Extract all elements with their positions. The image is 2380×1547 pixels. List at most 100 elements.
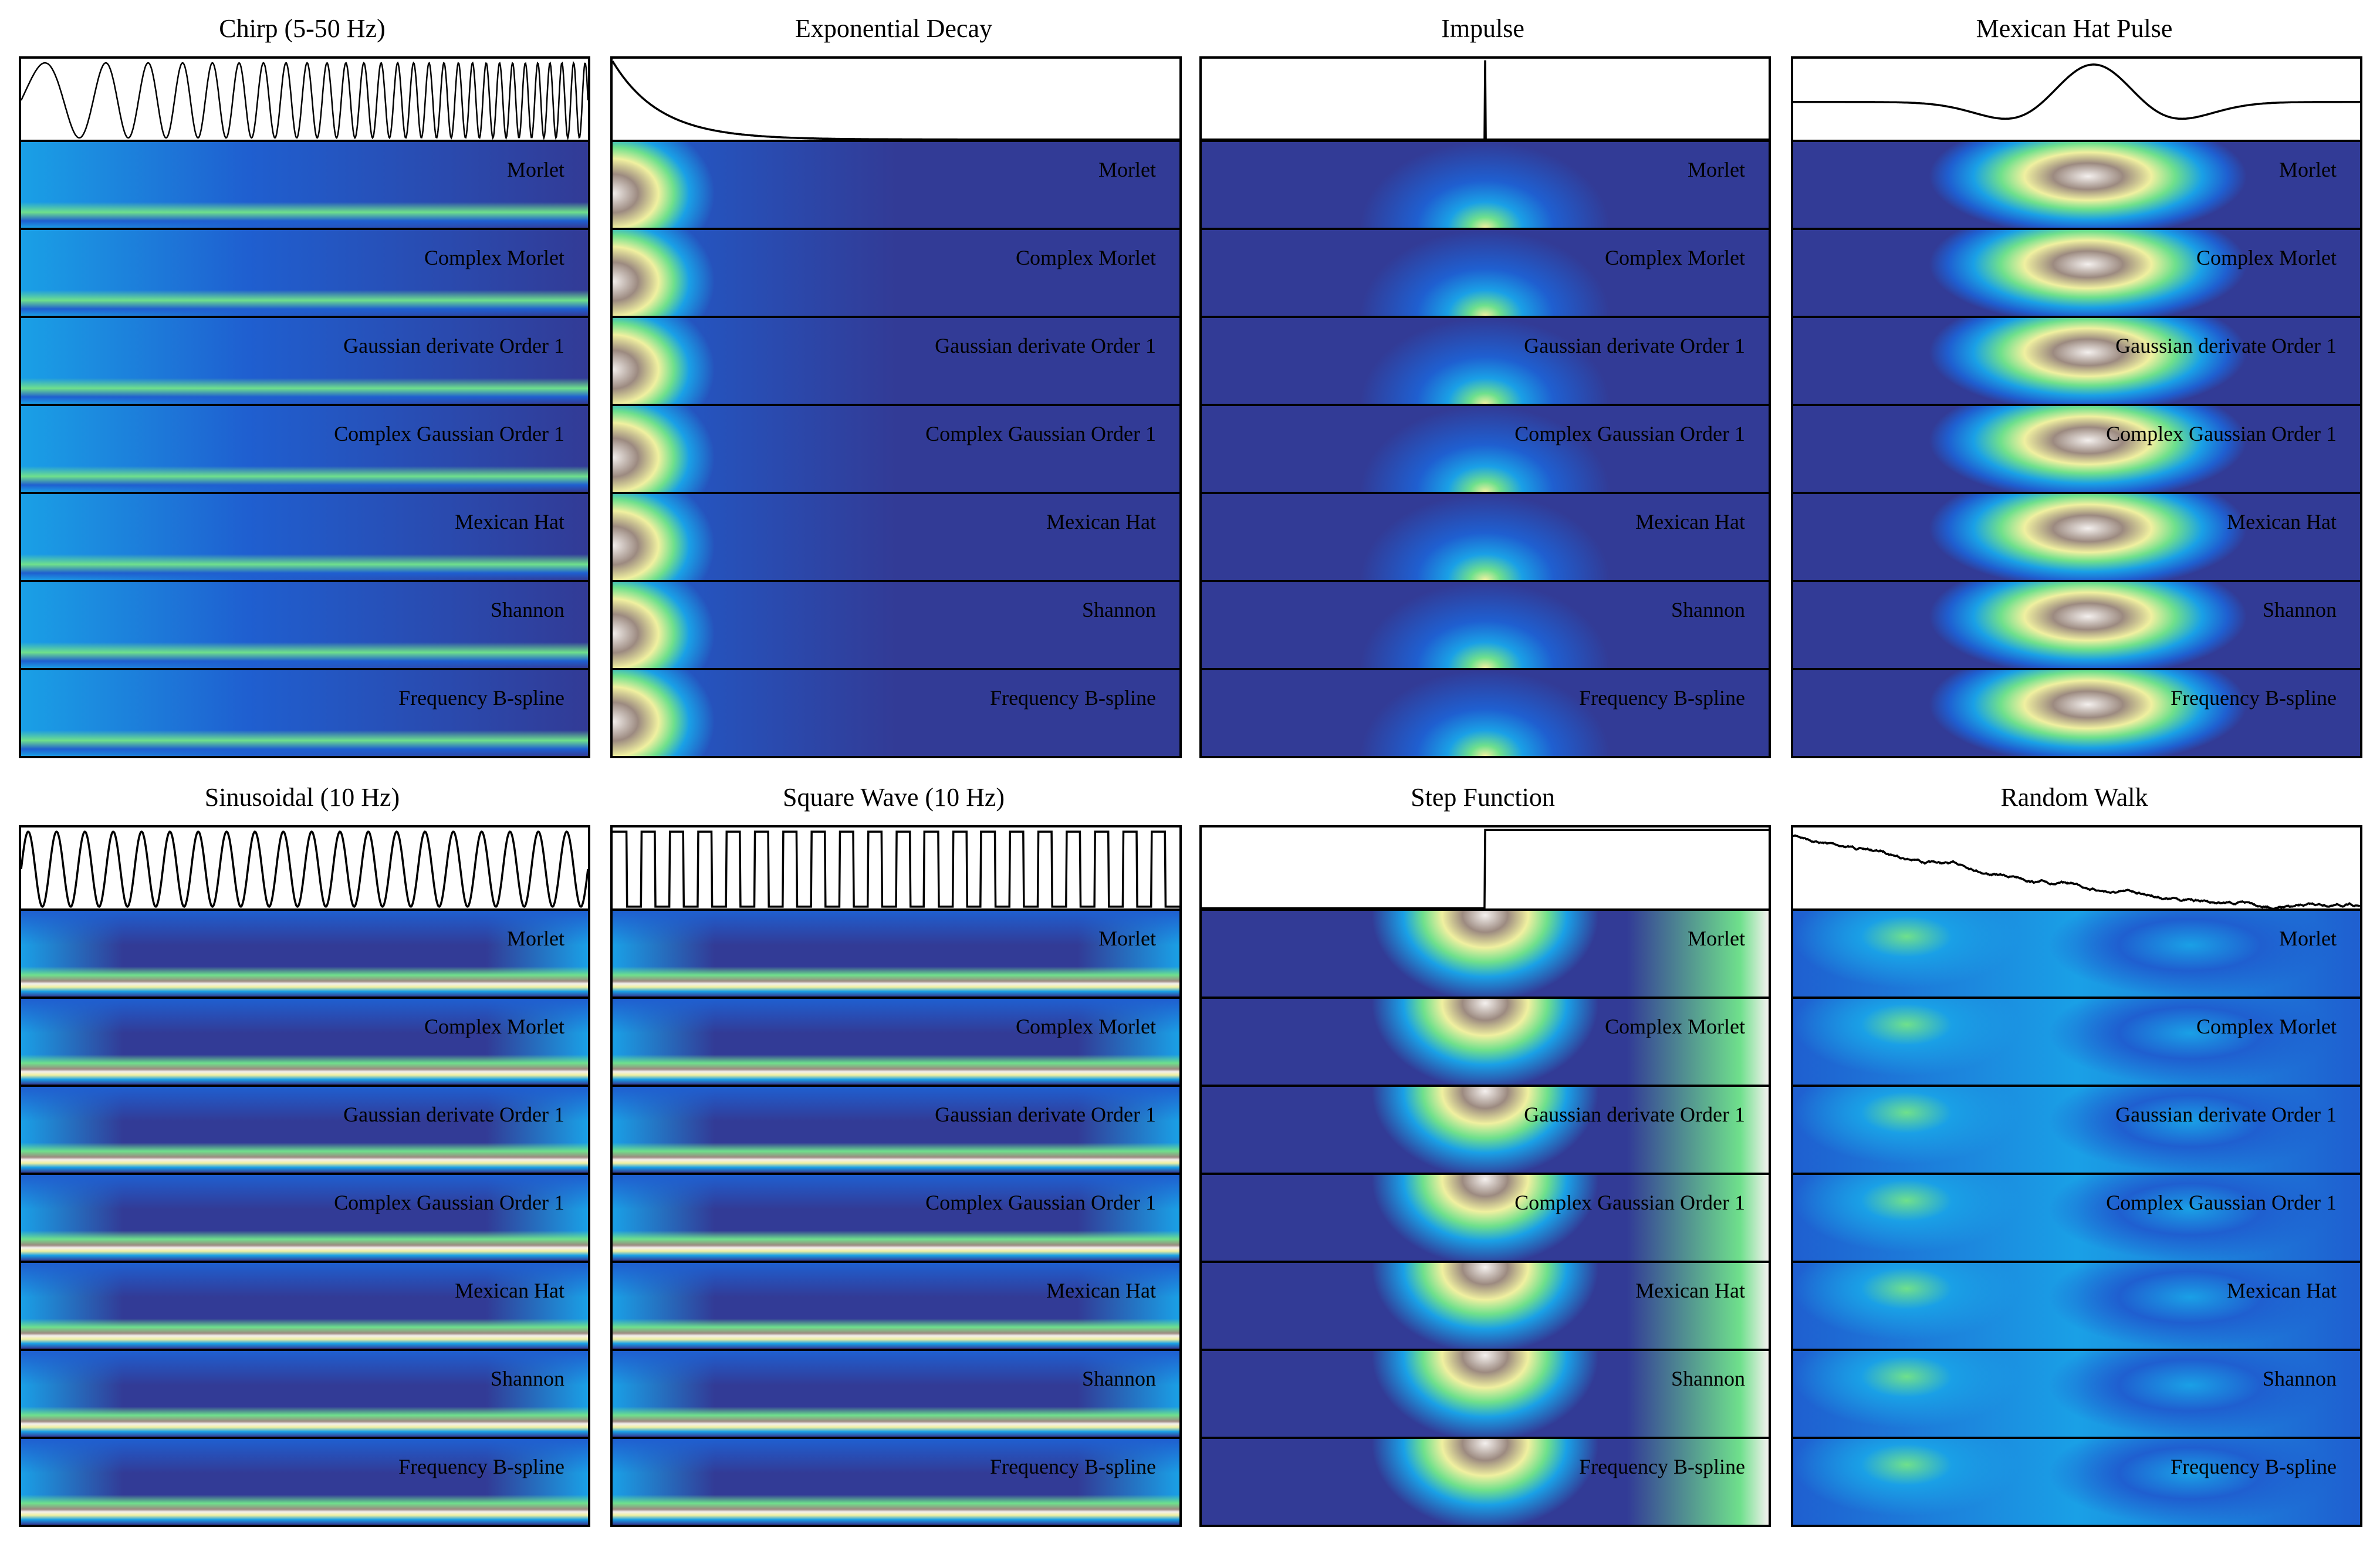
wavelet-label: Gaussian derivate Order 1 [343, 1103, 564, 1126]
scalogram-row: Gaussian derivate Order 1 [613, 1087, 1179, 1175]
scalogram-heatmap [1793, 142, 2360, 228]
signal-waveform [613, 830, 1179, 908]
signal-title: Square Wave (10 Hz) [782, 783, 1005, 812]
scalogram-heatmap [1793, 911, 2360, 997]
signal-plot [613, 827, 1179, 911]
wavelet-label: Gaussian derivate Order 1 [343, 334, 564, 357]
signal-waveform [613, 60, 1179, 141]
scalogram-row: Mexican Hat [21, 494, 588, 582]
wavelet-label: Morlet [1098, 158, 1156, 181]
signal-line [613, 60, 1179, 141]
signal-line [21, 830, 588, 908]
signal-plot [613, 59, 1179, 142]
wavelet-label: Shannon [1082, 1367, 1156, 1390]
scalogram-row: Mexican Hat [1202, 494, 1769, 582]
scalogram-row: Mexican Hat [1793, 1263, 2360, 1351]
scalogram-heatmap [21, 1351, 588, 1437]
scalogram-heatmap [1202, 911, 1769, 997]
wavelet-label: Frequency B-spline [1579, 686, 1745, 710]
wavelet-label: Shannon [491, 1367, 564, 1390]
scalogram-row: Shannon [613, 582, 1179, 670]
scalogram-row: Frequency B-spline [613, 1439, 1179, 1525]
wavelet-label: Frequency B-spline [990, 686, 1156, 710]
wavelet-label: Complex Gaussian Order 1 [2106, 422, 2337, 445]
scalogram-heatmap [613, 406, 1179, 492]
wavelet-label: Complex Gaussian Order 1 [1514, 1191, 1745, 1214]
scalogram-heatmap [613, 1351, 1179, 1437]
scalogram-row: Gaussian derivate Order 1 [1202, 318, 1769, 406]
scalogram-heatmap [21, 318, 588, 404]
scalogram-heatmap [1202, 230, 1769, 316]
wavelet-label: Complex Gaussian Order 1 [925, 1191, 1156, 1214]
scalogram-heatmap [613, 494, 1179, 580]
signal-title: Impulse [1441, 14, 1524, 43]
wavelet-label: Mexican Hat [1046, 510, 1156, 533]
scalogram-row: Shannon [21, 1351, 588, 1439]
scalogram-row: Morlet [1793, 142, 2360, 230]
wavelet-label: Complex Gaussian Order 1 [1514, 422, 1745, 445]
scalogram-row: Complex Gaussian Order 1 [1202, 406, 1769, 494]
wavelet-label: Morlet [2279, 158, 2337, 181]
scalogram-heatmap [1793, 1263, 2360, 1349]
scalogram-heatmap [1202, 1175, 1769, 1261]
scalogram-heatmap [21, 999, 588, 1085]
scalogram-row: Shannon [1202, 1351, 1769, 1439]
scalogram-row: Morlet [1202, 911, 1769, 999]
wavelet-label: Shannon [2263, 598, 2337, 621]
scalogram-heatmap [21, 230, 588, 316]
scalogram-heatmap [1793, 1087, 2360, 1173]
wavelet-label: Shannon [1082, 598, 1156, 621]
wavelet-label: Morlet [1688, 927, 1745, 950]
scalogram-row: Complex Morlet [1202, 230, 1769, 318]
scalogram-heatmap [1793, 230, 2360, 316]
signal-waveform [1793, 834, 2360, 911]
wavelet-label: Shannon [491, 598, 564, 621]
scalogram-heatmap [1202, 1263, 1769, 1349]
wavelet-label: Complex Morlet [424, 1015, 564, 1038]
scalogram-heatmap [1202, 1087, 1769, 1173]
wavelet-label: Complex Gaussian Order 1 [334, 1191, 564, 1214]
scalogram-heatmap [21, 494, 588, 580]
scalogram-row: Mexican Hat [21, 1263, 588, 1351]
scalogram-row: Shannon [1793, 582, 2360, 670]
scalogram-heatmap [613, 582, 1179, 668]
wavelet-label: Gaussian derivate Order 1 [2115, 1103, 2337, 1126]
scalogram-row: Complex Gaussian Order 1 [1793, 406, 2360, 494]
wavelet-label: Complex Morlet [1016, 246, 1156, 269]
wavelet-label: Mexican Hat [1635, 1279, 1745, 1302]
scalogram-row: Complex Gaussian Order 1 [21, 406, 588, 494]
signal-title: Sinusoidal (10 Hz) [204, 783, 400, 812]
scalogram-row: Frequency B-spline [21, 1439, 588, 1525]
scalogram-heatmap [1202, 142, 1769, 228]
scalogram-heatmap [613, 670, 1179, 756]
scalogram-heatmap [1793, 1351, 2360, 1437]
signal-line [1793, 834, 2360, 911]
scalogram-row: Shannon [1793, 1351, 2360, 1439]
scalogram-heatmap [1793, 1439, 2360, 1525]
wavelet-label: Complex Morlet [1605, 1015, 1745, 1038]
wavelet-label: Gaussian derivate Order 1 [2115, 334, 2337, 357]
signal-plot [1202, 59, 1769, 142]
wavelet-label: Morlet [507, 927, 564, 950]
wavelet-label: Mexican Hat [1046, 1279, 1156, 1302]
scalogram-heatmap [21, 1439, 588, 1525]
signal-panel: Morlet Complex Morlet Gaussian derivate Or… [1199, 825, 1771, 1527]
signal-line [1793, 63, 2360, 120]
scalogram-heatmap [1793, 582, 2360, 668]
scalogram-heatmap [613, 142, 1179, 228]
scalogram-heatmap [613, 1263, 1179, 1349]
scalogram-heatmap [1202, 494, 1769, 580]
scalogram-row: Shannon [613, 1351, 1179, 1439]
scalogram-row: Gaussian derivate Order 1 [1202, 1087, 1769, 1175]
scalogram-row: Complex Morlet [21, 230, 588, 318]
signal-plot [21, 59, 588, 142]
wavelet-label: Gaussian derivate Order 1 [935, 334, 1156, 357]
scalogram-row: Complex Gaussian Order 1 [1793, 1175, 2360, 1263]
signal-title: Random Walk [2000, 783, 2148, 812]
scalogram-heatmap [613, 1439, 1179, 1525]
scalogram-row: Morlet [21, 142, 588, 230]
scalogram-row: Complex Morlet [1202, 999, 1769, 1087]
scalogram-heatmap [1793, 1175, 2360, 1261]
signal-plot [1793, 59, 2360, 142]
wavelet-label: Frequency B-spline [2171, 686, 2337, 710]
